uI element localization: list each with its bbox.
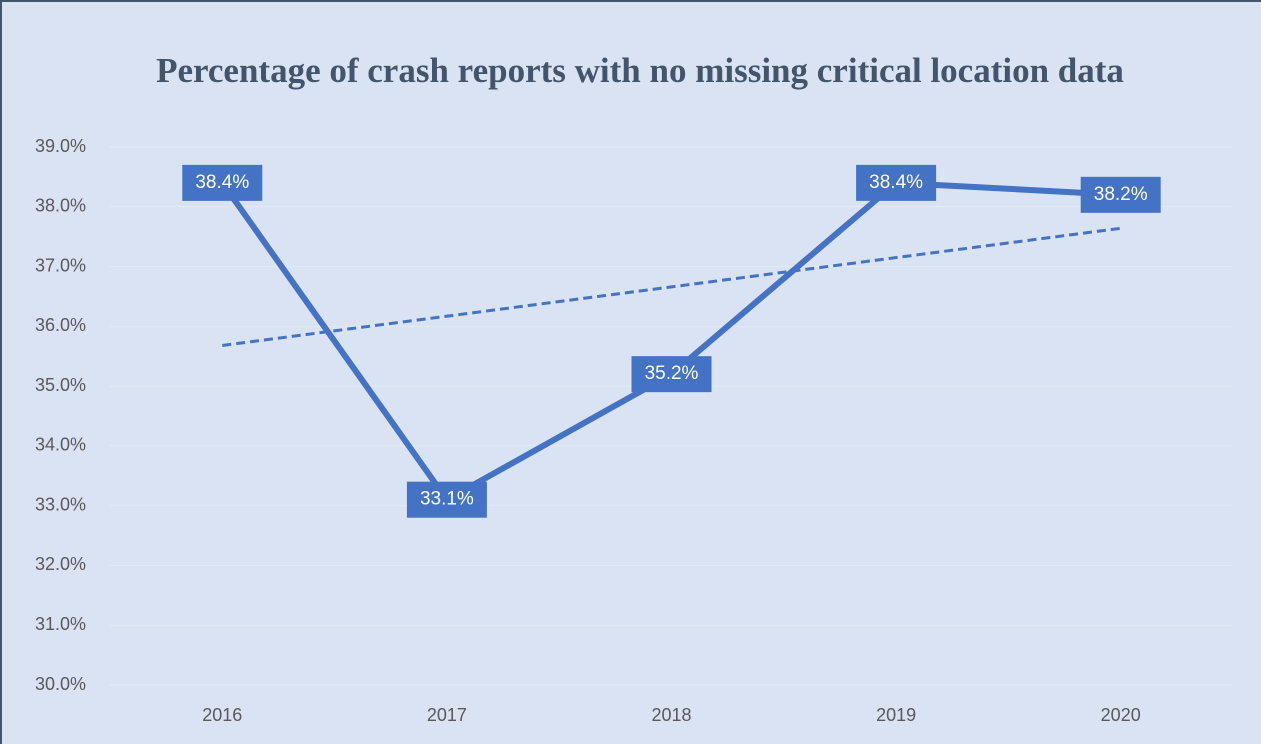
data-label: 38.2%: [1094, 184, 1148, 205]
data-label: 38.4%: [869, 172, 923, 193]
y-tick-label: 35.0%: [35, 375, 86, 395]
data-label: 33.1%: [420, 489, 474, 510]
y-tick-label: 37.0%: [35, 255, 86, 275]
data-label-box: [1080, 176, 1161, 213]
y-tick-label: 39.0%: [35, 136, 86, 156]
chart-title: Percentage of crash reports with no miss…: [156, 51, 1124, 90]
trendline: [222, 226, 1121, 347]
x-tick-label: 2016: [202, 705, 242, 725]
x-tick-label: 2019: [876, 705, 916, 725]
data-label-box: [406, 481, 487, 518]
data-label: 35.2%: [645, 363, 699, 384]
data-label-box: [182, 164, 263, 201]
y-tick-label: 30.0%: [35, 674, 86, 694]
y-tick-label: 38.0%: [35, 196, 86, 216]
x-tick-label: 2018: [651, 705, 691, 725]
data-label-box: [631, 356, 712, 393]
y-tick-label: 31.0%: [35, 614, 86, 634]
y-tick-label: 34.0%: [35, 435, 86, 455]
data-label: 38.4%: [195, 172, 249, 193]
x-tick-label: 2017: [427, 705, 467, 725]
y-tick-label: 32.0%: [35, 554, 86, 574]
y-tick-label: 33.0%: [35, 494, 86, 514]
x-tick-label: 2020: [1101, 705, 1141, 725]
y-tick-label: 36.0%: [35, 315, 86, 335]
data-label-box: [856, 164, 937, 201]
